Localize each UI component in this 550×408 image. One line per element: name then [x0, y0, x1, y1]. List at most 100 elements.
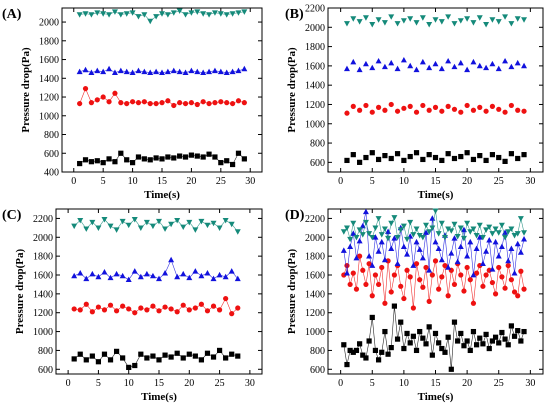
series-triangle-up: [340, 208, 528, 278]
data-point: [198, 301, 205, 307]
data-point: [369, 150, 375, 156]
data-point: [438, 256, 445, 263]
data-point: [502, 57, 509, 64]
data-point: [206, 12, 213, 18]
data-point: [94, 67, 101, 74]
panel-b: 0 5 10 15 20 25 30 600 800 1000 1200 1400 1600 1800 20…: [285, 4, 544, 201]
data-point: [366, 338, 372, 344]
data-point: [119, 218, 126, 225]
data-point: [107, 302, 114, 308]
data-point: [423, 229, 430, 235]
data-point: [192, 305, 198, 311]
data-point: [217, 68, 224, 75]
data-point: [369, 314, 375, 321]
data-point: [182, 100, 189, 107]
data-point: [476, 15, 483, 21]
data-point: [458, 153, 464, 160]
data-point: [432, 238, 439, 245]
data-point: [391, 272, 397, 278]
data-point: [235, 305, 241, 311]
data-point: [353, 254, 360, 261]
data-point: [410, 262, 417, 268]
data-point: [432, 104, 439, 110]
y-tick-label: 1600: [305, 271, 325, 282]
data-point: [429, 225, 436, 231]
data-point: [210, 220, 217, 227]
data-point: [394, 151, 401, 157]
data-point: [198, 218, 205, 225]
panel-d: 0 5 10 15 20 25 30 600 800 1000 1200 1400 1600 1800 20…: [285, 208, 544, 403]
y-tick-label: 1600: [39, 55, 59, 66]
data-point: [401, 345, 407, 352]
data-point: [521, 328, 527, 335]
data-point: [164, 12, 171, 18]
y-tick-label: 1400: [39, 74, 59, 85]
data-point: [101, 217, 108, 223]
data-point: [464, 264, 470, 271]
data-point: [426, 267, 433, 273]
data-point: [419, 58, 426, 65]
data-point: [420, 102, 426, 109]
data-point: [216, 225, 223, 231]
data-point: [362, 15, 369, 21]
data-point: [375, 248, 382, 254]
x-tick-label: 0: [338, 378, 343, 389]
data-point: [518, 338, 524, 344]
data-point: [129, 160, 136, 166]
data-point: [388, 345, 394, 351]
data-point: [477, 104, 483, 110]
data-point: [511, 333, 518, 339]
data-point: [228, 221, 235, 228]
data-point: [435, 245, 442, 251]
data-point: [496, 264, 502, 271]
data-point: [385, 228, 392, 234]
data-point: [224, 158, 230, 164]
data-point: [492, 291, 499, 297]
data-point: [483, 331, 489, 337]
data-point: [470, 20, 477, 26]
data-point: [489, 338, 496, 344]
data-point: [170, 10, 177, 16]
data-point: [439, 108, 445, 114]
x-tick-label: 15: [157, 176, 167, 187]
series-square: [344, 150, 527, 165]
x-tick-label: 5: [370, 378, 375, 389]
data-point: [111, 9, 118, 15]
data-point: [511, 233, 518, 239]
data-point: [363, 102, 369, 109]
data-point: [235, 10, 242, 16]
data-point: [341, 342, 347, 348]
data-point: [419, 15, 426, 21]
data-point: [496, 154, 502, 161]
data-point: [343, 225, 350, 231]
data-point: [123, 68, 130, 75]
data-point: [492, 334, 499, 340]
data-point: [83, 226, 90, 232]
data-point: [353, 286, 360, 292]
data-point: [94, 97, 100, 103]
x-tick-label: 30: [525, 378, 535, 389]
data-point: [442, 262, 448, 269]
data-point: [432, 17, 439, 23]
data-point: [164, 68, 171, 75]
x-tick-label: 10: [399, 378, 409, 389]
y-tick-label: 2200: [305, 4, 325, 15]
x-tick-label: 15: [431, 176, 441, 187]
data-point: [347, 236, 354, 243]
data-point: [483, 22, 490, 28]
data-point: [498, 222, 505, 229]
data-point: [135, 14, 142, 20]
data-point: [438, 19, 445, 25]
data-point: [464, 150, 470, 156]
data-point: [477, 335, 483, 341]
data-point: [486, 345, 492, 352]
y-tick-label: 600: [310, 158, 325, 169]
data-point: [353, 347, 360, 354]
panel-label: (B): [285, 7, 304, 22]
x-tick-label: 20: [462, 176, 472, 187]
data-point: [204, 308, 211, 314]
data-point: [398, 319, 404, 325]
data-point: [517, 216, 524, 222]
data-point: [210, 303, 217, 309]
data-point: [470, 300, 477, 306]
